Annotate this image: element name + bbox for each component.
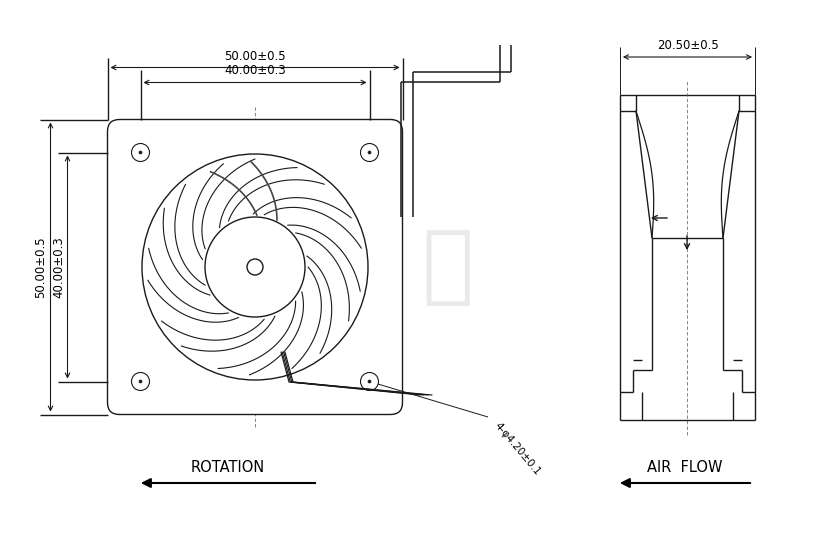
Circle shape	[368, 151, 371, 154]
Circle shape	[132, 372, 150, 391]
Text: 50.00±0.5: 50.00±0.5	[224, 50, 286, 63]
Text: 4-φ4.20±0.1: 4-φ4.20±0.1	[492, 421, 542, 478]
Circle shape	[139, 151, 142, 154]
Circle shape	[247, 259, 263, 275]
Circle shape	[142, 154, 368, 380]
Circle shape	[139, 380, 142, 383]
Text: 20.50±0.5: 20.50±0.5	[657, 39, 718, 52]
Text: 40.00±0.3: 40.00±0.3	[224, 65, 286, 78]
Text: 航  远: 航 远	[316, 225, 474, 309]
Circle shape	[205, 217, 305, 317]
Circle shape	[368, 380, 371, 383]
Text: AIR  FLOW: AIR FLOW	[648, 460, 722, 475]
Text: 50.00±0.5: 50.00±0.5	[34, 236, 47, 298]
FancyBboxPatch shape	[108, 119, 402, 415]
Circle shape	[360, 143, 379, 162]
Circle shape	[360, 372, 379, 391]
Text: ROTATION: ROTATION	[191, 460, 265, 475]
Circle shape	[132, 143, 150, 162]
Text: 40.00±0.3: 40.00±0.3	[52, 236, 65, 298]
